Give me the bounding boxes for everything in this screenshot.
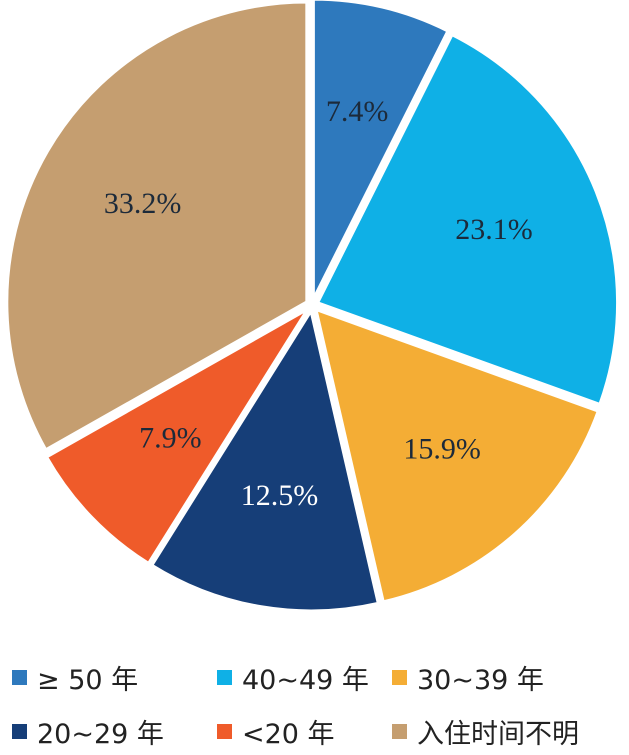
slice-data-label: 12.5% <box>241 479 319 512</box>
pie-slice <box>311 0 450 300</box>
slice-data-label: 33.2% <box>104 187 182 220</box>
legend-swatch <box>392 723 407 739</box>
legend-swatch <box>217 669 232 685</box>
legend-swatch <box>12 723 27 739</box>
legend-label: 入住时间不明 <box>417 718 579 750</box>
legend-item: <20 年 <box>217 714 392 750</box>
legend-item: 40~49 年 <box>217 660 392 696</box>
legend-swatch <box>392 669 407 685</box>
legend-item: 20~29 年 <box>12 714 217 750</box>
pie-slice <box>149 307 381 613</box>
legend-item: 入住时间不明 <box>392 714 622 750</box>
slice-data-label: 23.1% <box>455 213 533 246</box>
slice-data-label: 7.4% <box>326 95 389 128</box>
pie-chart: 7.4% 23.1% 15.9% 12.5% 7.9% 33.2% <box>5 0 620 613</box>
pie-slice <box>313 307 601 604</box>
legend-item: ≥ 50 年 <box>12 660 217 696</box>
legend-swatch <box>12 669 27 685</box>
legend-item: 30~39 年 <box>392 660 622 696</box>
legend: ≥ 50 年 40~49 年 30~39 年 20~29 年 <20 年 入住时… <box>12 660 622 750</box>
slice-data-label: 7.9% <box>139 421 202 454</box>
legend-label: ≥ 50 年 <box>37 664 139 696</box>
legend-label: 20~29 年 <box>37 718 164 750</box>
pie-slice <box>315 32 620 407</box>
slice-data-label: 15.9% <box>403 433 481 466</box>
legend-label: 30~39 年 <box>417 664 544 696</box>
legend-label: <20 年 <box>242 718 335 750</box>
pie-slice <box>5 0 309 452</box>
legend-swatch <box>217 723 232 739</box>
legend-label: 40~49 年 <box>242 664 369 696</box>
pie-slice <box>44 307 309 566</box>
